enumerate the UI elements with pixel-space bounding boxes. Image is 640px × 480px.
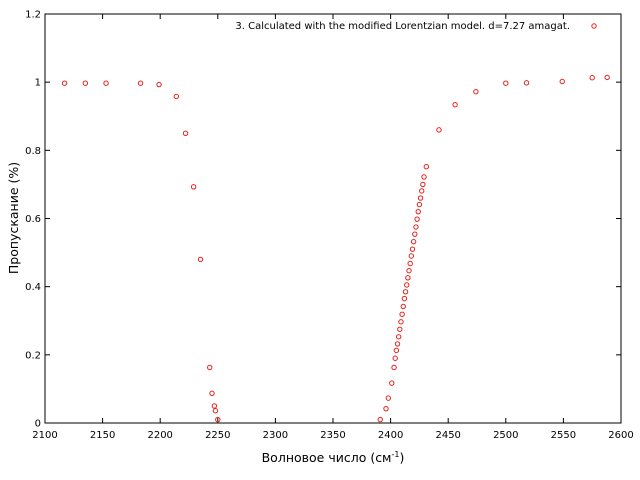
data-point	[409, 246, 416, 252]
x-tick-label: 2550	[551, 430, 576, 441]
tick-labels-layer: 2100 2150 2200 2250 2300 2350 2400 2450 2500 2550…	[25, 10, 634, 442]
plot-frame	[44, 13, 622, 424]
data-point	[408, 253, 415, 259]
data-point	[212, 408, 219, 414]
data-point	[394, 341, 401, 347]
data-point	[401, 295, 408, 302]
data-point	[589, 75, 595, 81]
data-point	[604, 74, 610, 81]
x-tick-label: 2300	[263, 430, 288, 441]
data-point	[523, 80, 530, 86]
x-tick-label: 2400	[378, 430, 403, 441]
data-point	[61, 80, 68, 86]
x-axis-title: Волновое число (см-1)	[262, 450, 405, 465]
x-tick-label: 2450	[435, 430, 460, 441]
data-point	[400, 303, 406, 310]
data-point	[402, 289, 409, 295]
data-point	[82, 80, 89, 86]
data-point	[473, 89, 479, 95]
data-point	[415, 208, 421, 215]
data-point	[452, 101, 458, 108]
data-point	[197, 256, 204, 263]
data-point	[412, 231, 418, 237]
data-point	[190, 184, 197, 190]
data-point	[436, 127, 442, 133]
legend-label: 3. Calculated with the modified Lorentzi…	[235, 21, 570, 32]
data-point	[417, 195, 424, 201]
x-tick-label: 2100	[32, 430, 57, 441]
data-points-layer	[61, 74, 610, 423]
data-point	[413, 224, 419, 230]
data-point	[389, 380, 395, 386]
x-tick-label: 2250	[205, 430, 230, 441]
ticks-layer	[44, 13, 622, 424]
x-tick-label: 2350	[320, 430, 345, 441]
data-point	[419, 188, 425, 194]
data-point	[421, 174, 427, 180]
data-point	[137, 80, 144, 86]
data-point	[377, 416, 383, 423]
data-point	[423, 163, 430, 170]
data-point	[182, 130, 189, 136]
data-point	[393, 347, 400, 354]
data-point	[405, 275, 411, 281]
x-tick-label: 2600	[608, 430, 633, 441]
data-point	[392, 355, 398, 361]
data-point	[399, 311, 405, 317]
data-point	[215, 416, 221, 423]
x-tick-label: 2150	[90, 430, 115, 441]
data-point	[211, 403, 218, 409]
y-tick-label: 0.2	[25, 350, 41, 361]
data-point	[103, 80, 109, 86]
data-point	[559, 78, 565, 85]
legend-marker	[591, 23, 597, 29]
y-tick-label: 0.4	[25, 282, 41, 293]
x-tick-label: 2500	[493, 430, 518, 441]
data-point	[385, 395, 391, 401]
data-point	[414, 216, 420, 222]
data-point	[404, 282, 410, 288]
data-point	[209, 390, 215, 397]
y-tick-label: 1	[35, 78, 41, 89]
data-point	[391, 364, 397, 371]
data-point	[397, 326, 403, 332]
data-point	[156, 81, 162, 88]
data-point	[173, 93, 180, 100]
y-tick-label: 0	[35, 419, 41, 430]
data-point	[410, 238, 417, 245]
y-axis-title: Пропускание (%)	[6, 162, 21, 274]
data-point	[420, 181, 426, 188]
data-point	[416, 201, 423, 208]
data-point	[398, 319, 404, 325]
data-point	[407, 260, 413, 267]
y-tick-label: 1.2	[25, 10, 41, 21]
data-point	[383, 405, 389, 412]
y-tick-label: 0.8	[25, 146, 41, 157]
y-tick-label: 0.6	[25, 214, 41, 225]
data-point	[406, 267, 412, 274]
x-tick-label: 2200	[147, 430, 172, 441]
data-point	[395, 334, 402, 340]
data-point	[503, 80, 509, 86]
legend: 3. Calculated with the modified Lorentzi…	[235, 21, 597, 32]
data-point	[207, 364, 213, 371]
